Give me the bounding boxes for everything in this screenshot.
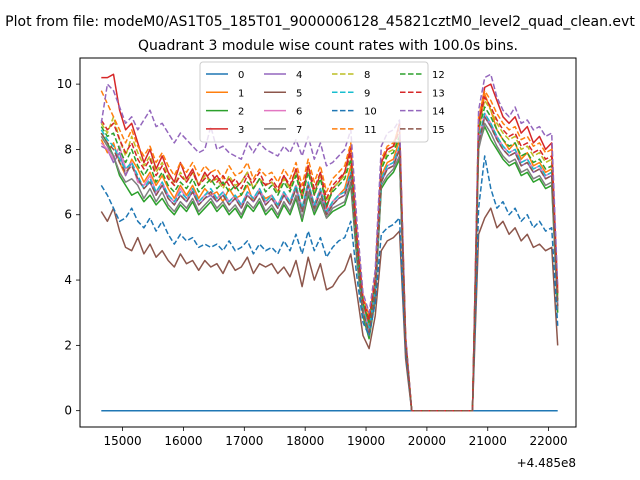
x-tick-label: 18000: [286, 434, 324, 448]
legend-label-4: 4: [296, 70, 302, 81]
x-tick-label: 20000: [408, 434, 446, 448]
legend-label-0: 0: [238, 70, 244, 81]
y-tick-label: 4: [64, 273, 72, 287]
series-line-10: [100, 155, 559, 412]
legend-label-2: 2: [238, 107, 244, 118]
legend-label-9: 9: [364, 88, 370, 99]
series-line-15: [100, 116, 559, 412]
y-tick-label: 10: [57, 77, 72, 91]
y-tick-label: 2: [64, 338, 72, 352]
x-tick-label: 15000: [104, 434, 142, 448]
series-line-7: [100, 122, 559, 412]
x-offset-text: +4.485e8: [517, 456, 576, 470]
y-axis: 0 2 4 6 8 10: [57, 77, 80, 418]
legend-label-7: 7: [296, 125, 302, 136]
legend-label-14: 14: [432, 107, 445, 118]
y-tick-label: 6: [64, 208, 72, 222]
x-axis: 15000 16000 17000 18000 19000 20000 21000 22000: [104, 427, 568, 448]
series-line-11: [100, 89, 559, 412]
plot-frame: [79, 57, 577, 428]
series-layer: [100, 73, 559, 412]
legend-label-15: 15: [432, 125, 445, 136]
chart-title: Quadrant 3 module wise count rates with …: [138, 38, 518, 54]
y-tick-label: 8: [64, 142, 72, 156]
series-line-13: [100, 96, 559, 412]
figure-suptitle: Plot from file: modeM0/AS1T05_185T01_900…: [5, 14, 635, 30]
legend-label-13: 13: [432, 88, 445, 99]
x-tick-label: 22000: [530, 434, 568, 448]
series-line-8: [100, 99, 559, 412]
legend-frame: [199, 61, 429, 143]
legend-label-1: 1: [238, 88, 244, 99]
legend-label-3: 3: [238, 125, 244, 136]
series-line-5: [100, 207, 559, 412]
x-tick-label: 19000: [347, 434, 385, 448]
legend-label-10: 10: [364, 107, 377, 118]
series-line-12: [100, 106, 559, 412]
y-tick-label: 0: [64, 404, 72, 418]
x-tick-label: 21000: [469, 434, 507, 448]
legend-label-6: 6: [296, 107, 302, 118]
legend-label-8: 8: [364, 70, 370, 81]
series-line-6: [100, 112, 559, 412]
legend-label-11: 11: [364, 125, 377, 136]
x-tick-label: 16000: [164, 434, 202, 448]
legend-label-12: 12: [432, 70, 445, 81]
x-tick-label: 17000: [225, 434, 263, 448]
legend-label-5: 5: [296, 88, 302, 99]
